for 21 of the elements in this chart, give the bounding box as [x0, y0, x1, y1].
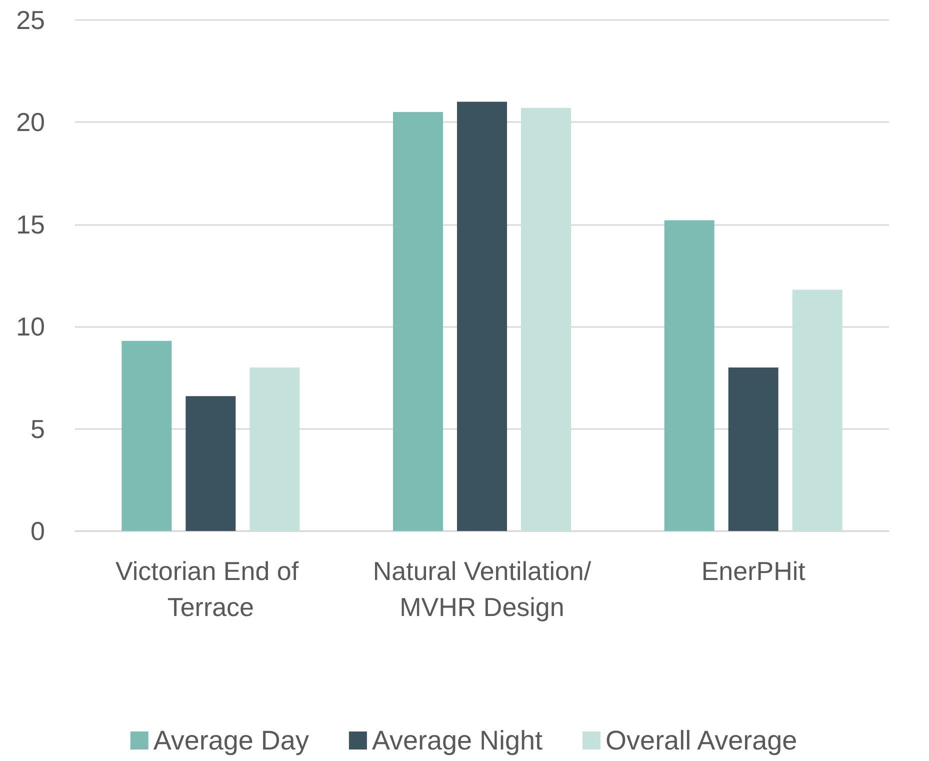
x-tick-label: EnerPHit: [701, 556, 806, 586]
y-tick-label: 25: [16, 5, 45, 35]
bar: [186, 396, 236, 531]
y-tick-label: 0: [30, 516, 45, 546]
bar: [728, 367, 778, 531]
x-tick-label: Victorian End of Terrace: [116, 556, 306, 622]
x-tick-label: Natural Ventilation/MVHR Design: [372, 556, 592, 622]
y-tick-label: 15: [16, 209, 45, 240]
bar: [521, 108, 571, 531]
bar: [393, 112, 443, 531]
y-tick-label: 5: [30, 414, 45, 444]
bar: [122, 340, 172, 531]
y-tick-label: 10: [16, 312, 45, 342]
legend-label: Average Day: [153, 726, 310, 756]
bar: [664, 220, 714, 531]
bar: [792, 290, 842, 531]
bar: [457, 102, 507, 531]
y-tick-label: 20: [16, 107, 45, 138]
bar: [250, 367, 300, 531]
legend-label: Overall Average: [606, 726, 798, 756]
legend-label: Average Night: [372, 726, 544, 756]
